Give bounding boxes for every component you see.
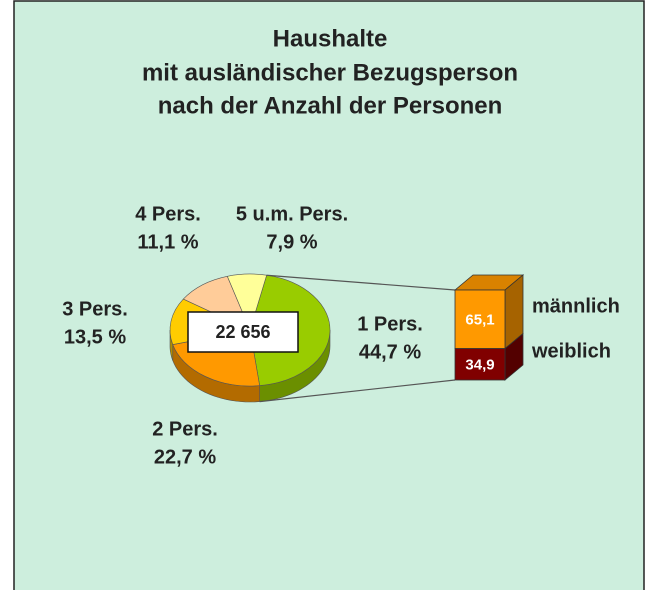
total-label: 22 656 — [215, 322, 270, 342]
chart-title: Haushalte — [273, 25, 388, 52]
slice-value: 13,5 % — [64, 326, 126, 348]
legend-label: männlich — [532, 295, 620, 317]
connector — [266, 274, 456, 291]
slice — [226, 273, 268, 331]
connector — [259, 379, 456, 403]
slice-value: 11,1 % — [137, 231, 198, 253]
slice-value: 44,7 % — [359, 341, 421, 363]
bar — [454, 289, 506, 349]
slice-label: 5 u.m. Pers. — [236, 203, 348, 225]
slice-label: 3 Pers. — [62, 298, 128, 320]
slice-label: 2 Pers. — [152, 418, 218, 440]
total-box — [187, 311, 299, 353]
bar — [454, 348, 506, 381]
slice-value: 22,7 % — [154, 446, 216, 468]
chart-title: nach der Anzahl der Personen — [158, 92, 503, 119]
slice-value: 7,9 % — [266, 231, 317, 253]
legend-label: weiblich — [531, 340, 611, 362]
bar-value: 34,9 — [465, 356, 494, 373]
chart-title: mit ausländischer Bezugsperson — [142, 59, 518, 86]
background — [13, 0, 645, 595]
slice-label: 1 Pers. — [357, 313, 423, 335]
slice-label: 4 Pers. — [135, 203, 201, 225]
bar-value: 65,1 — [465, 311, 494, 328]
